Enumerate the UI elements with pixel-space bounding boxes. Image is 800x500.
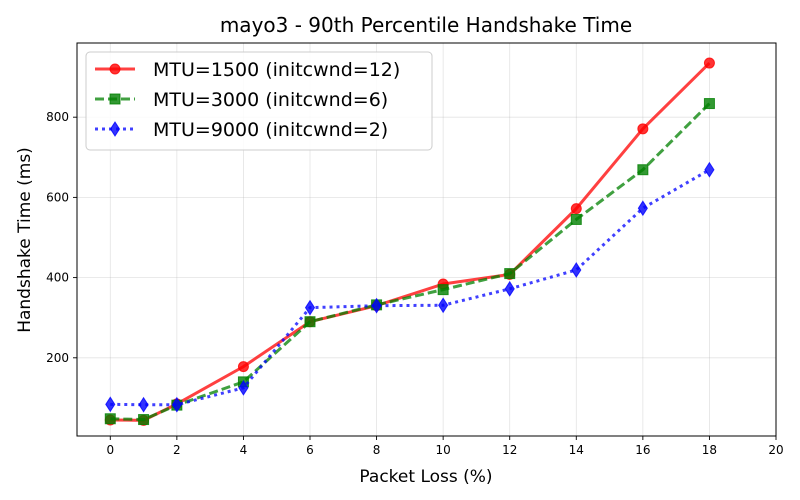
legend-entry: MTU=3000 (initcwnd=6)	[95, 89, 388, 111]
data-point	[438, 297, 449, 314]
legend-entries: MTU=1500 (initcwnd=12) MTU=3000 (initcwnd…	[95, 59, 400, 141]
x-tick-label: 14	[569, 443, 584, 457]
y-tick-label: 600	[46, 190, 69, 204]
data-point	[104, 413, 116, 425]
data-point	[138, 414, 150, 426]
data-point	[138, 396, 149, 413]
x-tick-label: 8	[373, 443, 381, 457]
data-point	[504, 280, 515, 297]
axis-ticks: 0 2 4 6 8 10 12 14 16 18 20 200 400 600 800	[46, 110, 784, 457]
data-point	[703, 57, 715, 69]
y-tick-label: 200	[46, 351, 69, 365]
legend-label: MTU=9000 (initcwnd=2)	[153, 119, 388, 141]
data-point	[637, 200, 648, 217]
data-point	[105, 396, 116, 413]
x-tick-label: 20	[768, 443, 783, 457]
legend: MTU=1500 (initcwnd=12) MTU=3000 (initcwnd…	[85, 51, 433, 151]
x-tick-label: 16	[635, 443, 650, 457]
data-point	[304, 316, 316, 328]
y-tick-label: 400	[46, 271, 69, 285]
legend-marker	[109, 121, 121, 137]
data-point	[637, 123, 649, 135]
data-point	[704, 161, 715, 178]
x-tick-label: 0	[106, 443, 114, 457]
x-axis-label: Packet Loss (%)	[359, 467, 492, 487]
series-3	[105, 161, 715, 413]
data-point	[570, 213, 582, 225]
series-lines	[104, 57, 715, 426]
series-line	[110, 102, 711, 422]
y-axis-label: Handshake Time (ms)	[15, 147, 35, 333]
legend-entry: MTU=9000 (initcwnd=2)	[95, 119, 388, 141]
data-point	[504, 268, 516, 280]
x-tick-label: 12	[502, 443, 517, 457]
x-tick-label: 2	[173, 443, 181, 457]
legend-marker	[109, 93, 121, 105]
legend-label: MTU=1500 (initcwnd=12)	[153, 59, 400, 81]
legend-entry: MTU=1500 (initcwnd=12)	[95, 59, 400, 81]
data-point	[171, 396, 182, 413]
y-tick-label: 800	[46, 110, 69, 124]
data-point	[437, 284, 449, 296]
data-point	[304, 299, 316, 316]
data-point	[703, 98, 715, 110]
legend-label: MTU=3000 (initcwnd=6)	[153, 89, 388, 111]
plot-frame	[76, 42, 777, 437]
data-point	[637, 164, 649, 176]
data-point	[371, 297, 382, 314]
chart-title: mayo3 - 90th Percentile Handshake Time	[220, 13, 632, 37]
x-tick-label: 18	[702, 443, 717, 457]
legend-box	[85, 51, 433, 151]
x-tick-label: 4	[240, 443, 248, 457]
legend-marker	[109, 63, 121, 75]
data-point	[237, 361, 249, 373]
x-tick-label: 6	[306, 443, 314, 457]
data-point	[570, 203, 582, 215]
x-tick-label: 10	[436, 443, 451, 457]
data-point	[238, 379, 249, 396]
series-line	[110, 168, 711, 407]
data-point	[571, 262, 582, 278]
